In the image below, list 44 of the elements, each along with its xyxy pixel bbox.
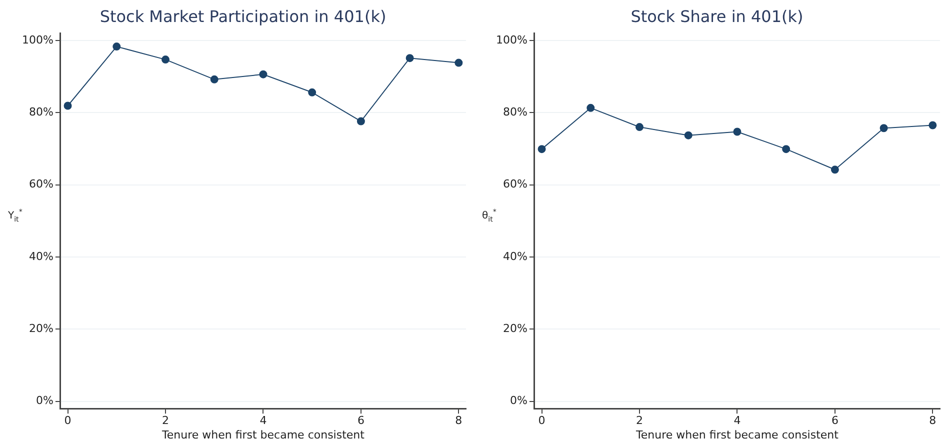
point	[259, 70, 268, 78]
point	[406, 54, 414, 62]
y-tick-label: 100%	[496, 33, 528, 46]
point	[830, 166, 839, 174]
y-tick-label: 60%	[502, 178, 528, 191]
point	[308, 88, 316, 96]
point	[733, 128, 742, 136]
x-tick-label: 2	[162, 414, 169, 428]
y-tick-label: 80%	[28, 105, 54, 118]
point	[356, 117, 365, 126]
y-tick-label: 20%	[28, 322, 54, 336]
point	[162, 56, 170, 64]
y-tick-label: 20%	[502, 322, 528, 336]
x-axis-title: Tenure when first became consistent	[160, 428, 366, 442]
point	[538, 145, 546, 154]
point	[928, 121, 937, 130]
chart-title: Stock Share in 401(k)	[630, 6, 804, 26]
y-tick-label: 0%	[510, 394, 528, 408]
x-axis-title: Tenure when first became consistent	[634, 428, 840, 442]
point	[210, 75, 218, 84]
x-tick-label: 4	[734, 414, 741, 428]
y-tick-label: 100%	[22, 33, 54, 46]
x-tick-label: 0	[64, 414, 72, 428]
x-tick-label: 4	[260, 414, 267, 428]
point	[112, 42, 121, 51]
y-tick-label: 80%	[502, 105, 528, 118]
x-tick-label: 8	[455, 414, 462, 428]
y-tick-label: 60%	[28, 178, 54, 191]
x-tick-label: 6	[831, 414, 838, 428]
x-tick-label: 0	[538, 414, 546, 428]
point	[684, 131, 692, 140]
point	[782, 145, 790, 154]
y-tick-label: 40%	[28, 250, 54, 263]
point	[454, 58, 463, 67]
chart-title: Stock Market Participation in 401(k)	[100, 6, 386, 26]
point	[586, 104, 595, 112]
point	[880, 124, 888, 132]
x-tick-label: 8	[929, 414, 936, 428]
y-tick-label: 0%	[36, 394, 54, 408]
point	[636, 123, 644, 132]
x-tick-label: 6	[357, 414, 364, 428]
point	[64, 102, 72, 110]
x-tick-label: 2	[636, 414, 643, 428]
y-tick-label: 40%	[502, 250, 528, 263]
